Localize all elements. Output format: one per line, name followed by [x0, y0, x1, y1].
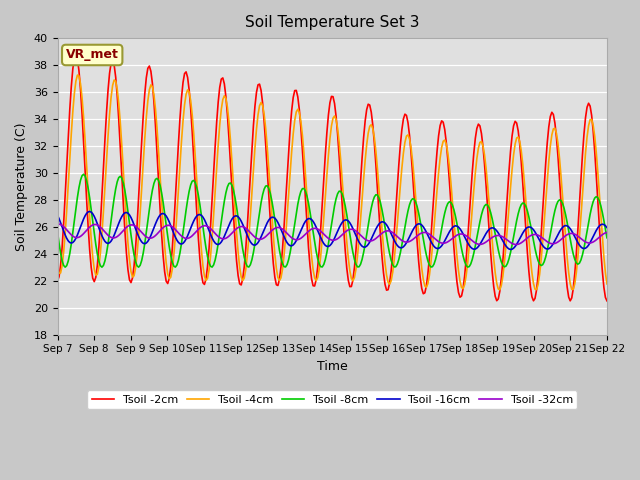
Tsoil -16cm [237, 218, 245, 224]
Tsoil -4cm [122, 218, 130, 224]
Tsoil -4cm [603, 281, 611, 287]
Legend: Tsoil -2cm, Tsoil -4cm, Tsoil -8cm, Tsoil -16cm, Tsoil -32cm: Tsoil -2cm, Tsoil -4cm, Tsoil -8cm, Tsoi… [87, 390, 577, 409]
Tsoil -32cm [219, 236, 227, 242]
Tsoil -4cm [219, 96, 227, 102]
Tsoil -32cm [246, 230, 254, 236]
Tsoil -2cm [219, 75, 227, 81]
Tsoil -4cm [74, 72, 81, 78]
Tsoil -16cm [603, 225, 611, 230]
Tsoil -16cm [246, 239, 254, 245]
Tsoil -8cm [239, 246, 246, 252]
Tsoil -4cm [496, 287, 504, 293]
Tsoil -16cm [296, 231, 303, 237]
Line: Tsoil -32cm: Tsoil -32cm [58, 224, 607, 244]
Tsoil -4cm [575, 235, 583, 241]
Text: VR_met: VR_met [66, 48, 118, 61]
Tsoil -4cm [246, 213, 254, 219]
Tsoil -32cm [54, 221, 61, 227]
Tsoil -16cm [86, 209, 93, 215]
Tsoil -8cm [124, 208, 132, 214]
Tsoil -32cm [603, 229, 611, 235]
Tsoil -2cm [296, 107, 303, 112]
Line: Tsoil -16cm: Tsoil -16cm [58, 212, 607, 250]
Tsoil -4cm [54, 264, 61, 270]
Line: Tsoil -8cm: Tsoil -8cm [58, 174, 607, 267]
Tsoil -2cm [603, 298, 611, 304]
Tsoil -32cm [122, 225, 130, 230]
Line: Tsoil -4cm: Tsoil -4cm [58, 75, 607, 290]
Tsoil -16cm [219, 237, 227, 242]
Title: Soil Temperature Set 3: Soil Temperature Set 3 [245, 15, 419, 30]
Tsoil -8cm [248, 257, 256, 263]
Tsoil -8cm [297, 189, 305, 194]
Tsoil -32cm [513, 241, 520, 247]
Tsoil -2cm [54, 278, 61, 284]
Tsoil -2cm [237, 282, 245, 288]
Line: Tsoil -2cm: Tsoil -2cm [58, 54, 607, 301]
Tsoil -4cm [237, 274, 245, 280]
Tsoil -8cm [54, 229, 61, 235]
Tsoil -16cm [575, 242, 583, 248]
Tsoil -8cm [80, 171, 88, 177]
Y-axis label: Soil Temperature (C): Soil Temperature (C) [15, 122, 28, 251]
Tsoil -8cm [603, 235, 611, 240]
Tsoil -32cm [296, 236, 303, 242]
Tsoil -4cm [296, 109, 303, 115]
Tsoil -8cm [61, 264, 69, 270]
Tsoil -16cm [54, 213, 61, 218]
Tsoil -2cm [72, 51, 80, 57]
Tsoil -2cm [122, 250, 130, 256]
Tsoil -2cm [574, 227, 582, 233]
X-axis label: Time: Time [317, 360, 348, 373]
Tsoil -16cm [507, 247, 515, 252]
Tsoil -32cm [55, 221, 63, 227]
Tsoil -8cm [221, 198, 228, 204]
Tsoil -32cm [237, 224, 245, 229]
Tsoil -8cm [575, 260, 583, 266]
Tsoil -2cm [246, 172, 254, 178]
Tsoil -32cm [575, 234, 583, 240]
Tsoil -16cm [122, 210, 130, 216]
